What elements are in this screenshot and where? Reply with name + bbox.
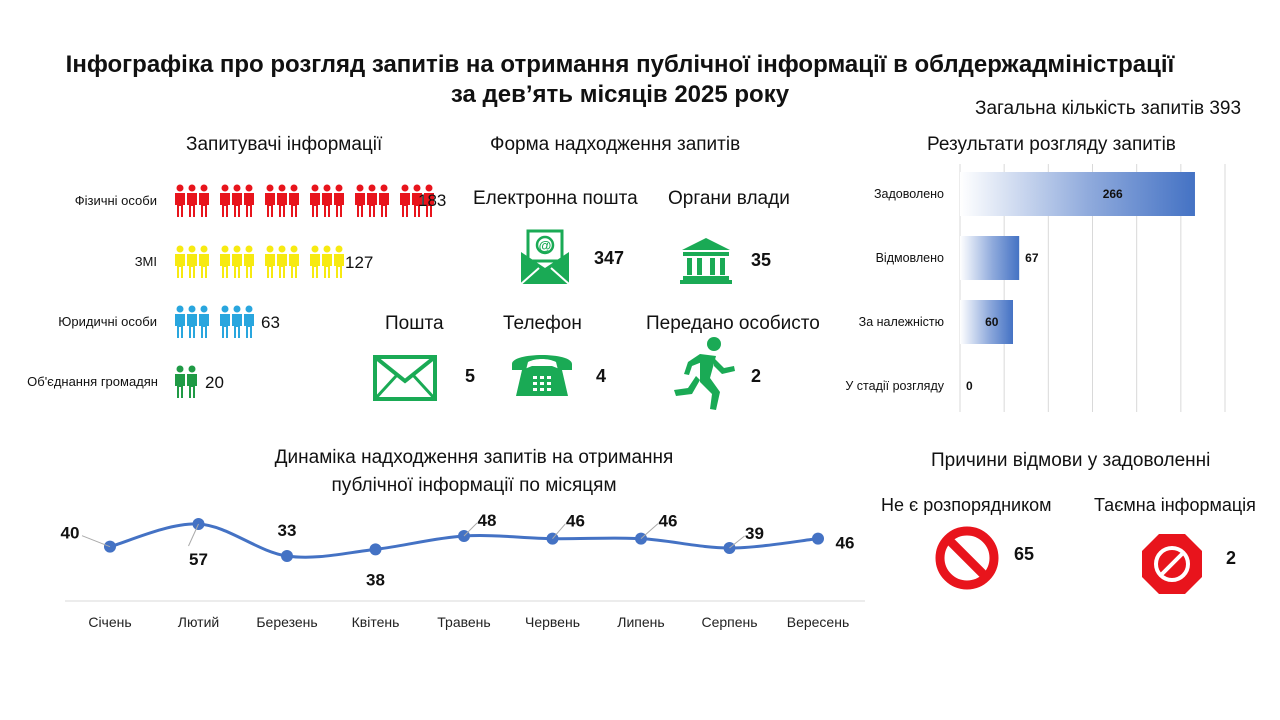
dynamics-heading-line-2: публічної інформації по місяцям <box>331 475 617 496</box>
month-tick-label: Травень <box>437 614 490 630</box>
envelope-icon <box>373 355 437 401</box>
label-leader-line <box>552 523 566 539</box>
month-tick-label: Липень <box>617 614 664 630</box>
government-building-icon <box>680 238 732 284</box>
refusal-label-secret: Таємна інформація <box>1094 495 1256 515</box>
results-bar-chart: Задоволено 266 Відмовлено 67 За належністю 60… <box>845 164 1226 412</box>
bar-category-label: Відмовлено <box>876 251 944 265</box>
prohibited-circle-icon <box>935 526 999 590</box>
month-tick-label: Січень <box>88 614 131 630</box>
data-label: 48 <box>478 511 497 530</box>
results-heading: Результати розгляду запитів <box>927 134 1176 155</box>
bar-category-label: Задоволено <box>874 187 944 201</box>
refusal-value-not-manager: 65 <box>1014 544 1035 564</box>
requester-label-media: ЗМІ <box>134 254 157 269</box>
person-group-icon <box>309 245 345 279</box>
title-line-2: за дев’ять місяців 2025 року <box>450 81 790 108</box>
refusal-label-not-manager: Не є розпорядником <box>881 495 1052 515</box>
bar <box>960 172 1195 216</box>
data-point <box>281 550 293 562</box>
person-group-icon <box>264 245 300 279</box>
requester-icons-associations <box>174 362 198 402</box>
form-value-post: 5 <box>465 366 476 386</box>
label-leader-line <box>640 523 659 540</box>
person-group-icon <box>219 305 255 339</box>
data-label: 40 <box>61 524 80 543</box>
prohibited-octagon-icon <box>1142 534 1202 594</box>
requesters-heading: Запитувачі інформації <box>186 134 383 155</box>
bar-value-label: 67 <box>1025 251 1039 265</box>
label-leader-line <box>81 535 111 548</box>
requester-label-legal: Юридичні особи <box>58 314 157 329</box>
monthly-dynamics-line-chart: 40 Січень 57 Лютий 33 Березень 38 Квітень 48 Трав… <box>61 511 865 630</box>
data-label: 46 <box>659 512 678 531</box>
person-group-icon <box>264 184 300 218</box>
requester-value-legal: 63 <box>261 313 280 332</box>
data-label: 46 <box>836 534 855 553</box>
person-group-icon <box>219 245 255 279</box>
data-label: 46 <box>566 512 585 531</box>
label-leader-line <box>729 535 745 549</box>
data-point <box>104 540 116 553</box>
month-tick-label: Серпень <box>701 614 757 630</box>
title-line-1: Інфографіка про розгляд запитів на отрим… <box>65 51 1175 78</box>
person-group-icon <box>399 184 435 218</box>
form-label-authorities: Органи влади <box>668 188 790 209</box>
requester-icons-media <box>174 242 345 282</box>
forms-heading: Форма надходження запитів <box>490 134 741 155</box>
month-tick-label: Вересень <box>787 614 850 630</box>
requester-icons-individuals <box>174 181 435 221</box>
requester-label-individuals: Фізичні особи <box>74 193 157 208</box>
person-group-icon <box>174 365 198 399</box>
requester-value-media: 127 <box>345 253 374 272</box>
person-group-icon <box>354 184 390 218</box>
month-tick-label: Червень <box>525 614 580 630</box>
data-point <box>812 532 824 545</box>
telephone-icon <box>512 355 572 396</box>
person-group-icon <box>174 245 210 279</box>
form-value-email: 347 <box>594 248 625 268</box>
month-tick-label: Лютий <box>178 614 219 630</box>
form-value-phone: 4 <box>596 366 607 386</box>
form-value-in-person: 2 <box>751 366 762 386</box>
bar-category-label: У стадії розгляду <box>845 379 944 393</box>
label-leader-line <box>188 523 199 547</box>
data-label: 38 <box>366 570 385 589</box>
data-label: 39 <box>745 524 764 543</box>
form-label-in-person: Передано особисто <box>646 313 820 334</box>
form-value-authorities: 35 <box>751 250 772 270</box>
person-group-icon <box>174 305 210 339</box>
page-title: Інфографіка про розгляд запитів на отрим… <box>0 50 1240 110</box>
bar <box>960 300 1013 344</box>
requester-icons-legal <box>174 302 255 342</box>
bar-value-label: 0 <box>966 379 973 393</box>
dynamics-heading: Динаміка надходження запитів на отриманн… <box>224 444 724 500</box>
bar-value-label: 60 <box>985 315 999 329</box>
svg-text:@: @ <box>539 238 552 253</box>
form-label-post: Пошта <box>385 313 444 334</box>
person-group-icon <box>174 184 210 218</box>
requester-value-individuals: 183 <box>418 191 447 210</box>
person-group-icon <box>309 184 345 218</box>
email-at-icon: @ <box>520 229 570 285</box>
person-group-icon <box>219 184 255 218</box>
month-tick-label: Березень <box>256 614 317 630</box>
data-label: 33 <box>278 521 297 540</box>
data-label: 57 <box>189 550 208 569</box>
running-person-icon <box>674 337 735 410</box>
bar-value-label: 266 <box>1103 187 1123 201</box>
refusal-heading: Причини відмови у задоволенні <box>931 450 1211 471</box>
month-tick-label: Квітень <box>352 614 400 630</box>
refusal-value-secret: 2 <box>1226 548 1237 568</box>
requester-value-associations: 20 <box>205 373 224 392</box>
label-leader-line <box>463 522 478 537</box>
dynamics-heading-line-1: Динаміка надходження запитів на отриманн… <box>274 447 674 468</box>
bar <box>960 236 1020 280</box>
data-point <box>369 543 382 556</box>
form-label-phone: Телефон <box>503 313 582 334</box>
form-label-email: Електронна пошта <box>473 188 638 209</box>
requester-label-associations: Об'єднання громадян <box>27 374 158 389</box>
total-requests: Загальна кількість запитів 393 <box>975 98 1242 119</box>
bar-category-label: За належністю <box>859 315 944 329</box>
